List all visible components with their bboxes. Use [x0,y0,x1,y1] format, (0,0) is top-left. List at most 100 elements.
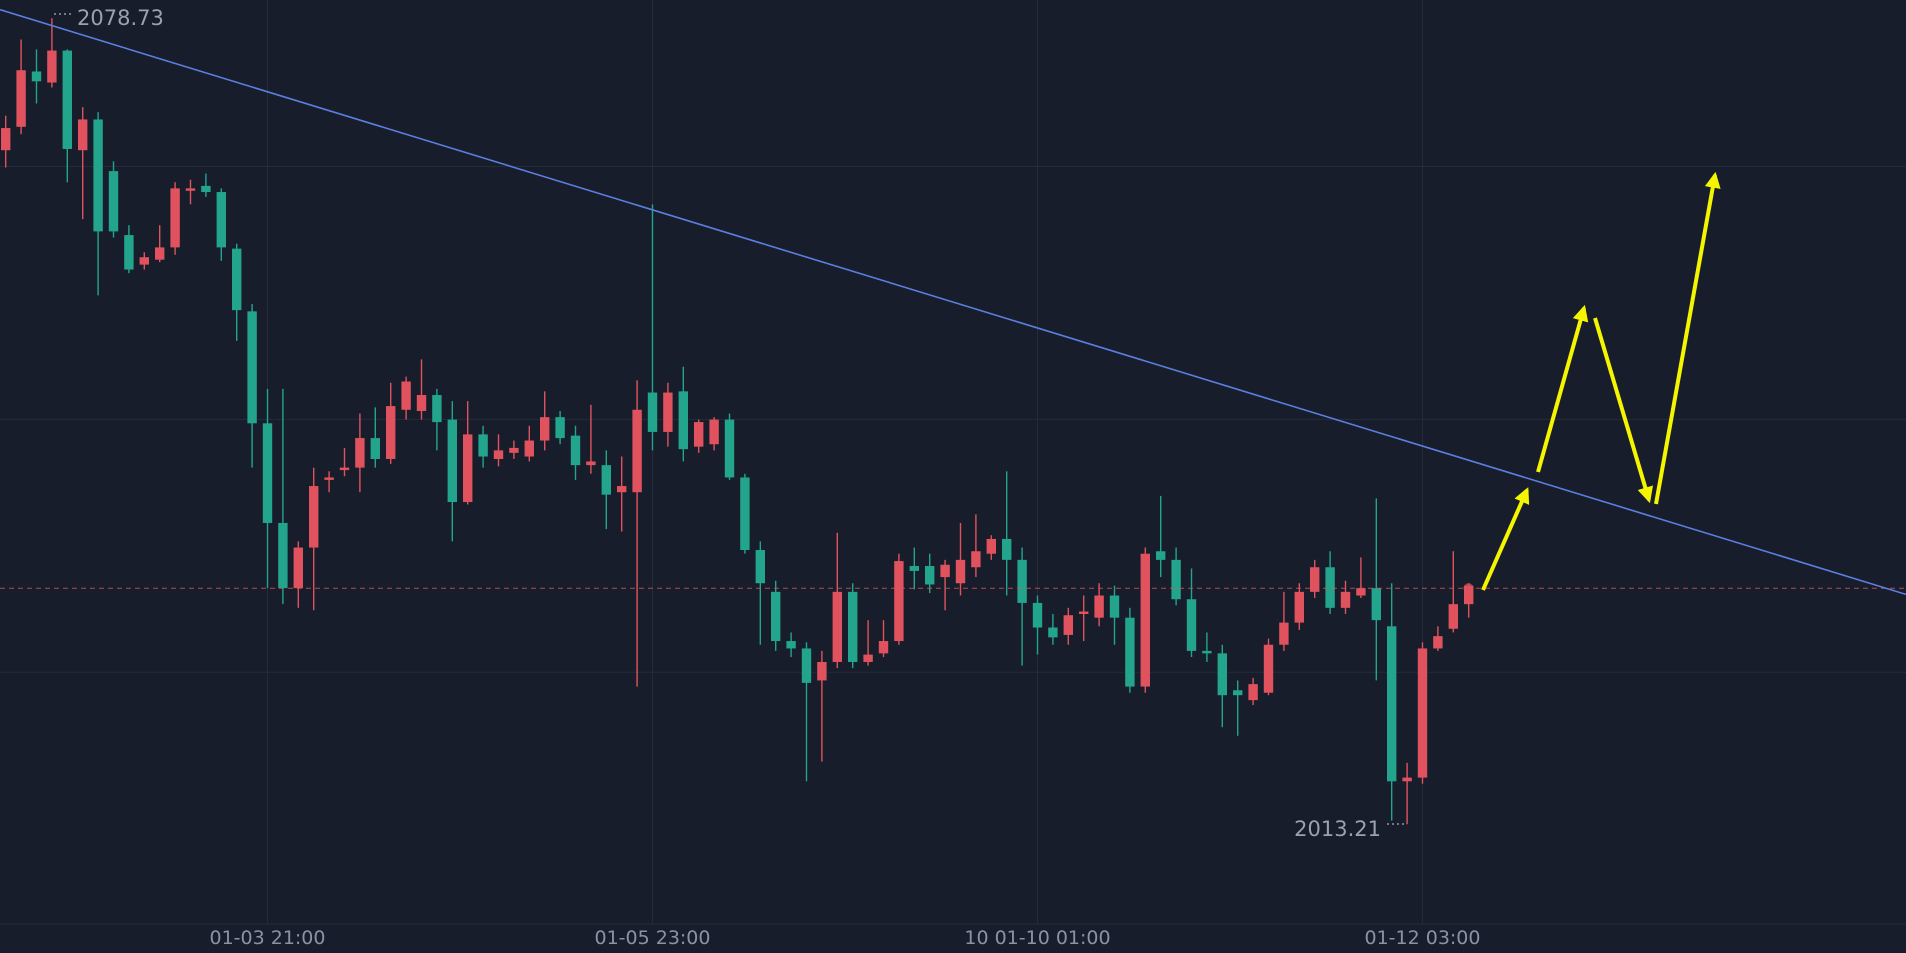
max-label: 2078.73 [77,6,164,30]
candle-body [293,547,303,589]
candle-body [1156,551,1166,560]
x-tick-label: 01-05 23:00 [594,927,710,949]
candle-body [709,419,719,445]
candle-body [1125,617,1135,687]
trend-line [0,8,1906,596]
candle-body [524,440,534,457]
candle-body [1094,595,1104,618]
candle-body [1417,648,1428,778]
min-label: 2013.21 [1294,817,1381,841]
arrows [1481,171,1721,591]
candle-body [401,381,411,410]
candle-body [694,422,704,447]
candle-body [1387,626,1397,782]
candle-body [93,119,103,232]
candle-body [1063,615,1073,635]
candle-body [1371,588,1381,621]
candle-body [1279,622,1289,645]
candle-body [1263,644,1274,693]
candle-body [370,438,380,459]
candle-body [493,450,504,459]
candle-body [1002,538,1012,560]
candle-body [1340,591,1351,608]
candle-body [632,409,642,493]
candle-body [909,566,919,571]
candle-body [540,417,550,441]
arrow [1654,171,1721,505]
candle-body [971,551,981,568]
candle-body [755,550,765,584]
candle-body [262,423,273,523]
candle-body [108,171,119,232]
candle-body [1248,684,1258,701]
candle-body [509,447,519,453]
price-dot [1463,583,1474,594]
candle-body [185,188,196,191]
candle-body [47,50,57,83]
candle-body [1402,777,1412,782]
candle-body [1017,559,1027,603]
candle-body [1140,553,1150,687]
candle-body [1433,636,1443,649]
candle-body [416,395,427,412]
candle-body [771,591,781,642]
candle-body [201,185,211,193]
candle-body [324,477,334,480]
x-tick-label: 01-03 21:00 [209,927,325,949]
candle-body [955,559,966,584]
candle-body [848,591,858,662]
h-grid [0,166,1906,925]
candle-body [863,654,873,662]
candle-body [478,434,488,457]
candle-body [432,395,442,423]
candle-body [447,419,457,503]
candle-body [1217,653,1227,696]
candle-body [1448,604,1458,629]
candle-body [925,566,935,585]
candle-body [386,406,396,459]
arrow [1536,304,1589,473]
candle-body [232,248,242,311]
candle-body [339,467,350,471]
candle-body [1310,567,1320,592]
candle-body [1171,559,1181,600]
candle-body [309,486,319,548]
candle-body [647,392,658,432]
candle-body [278,522,288,589]
candle-body [601,465,611,495]
candle-body [139,257,149,265]
candle-body [1,128,11,151]
candle-body [216,192,226,248]
candles [1,18,1474,825]
arrow [1481,487,1530,591]
candle-body [678,391,688,450]
arrow [1593,317,1654,504]
candle-body [1233,690,1243,696]
candle-body [1294,591,1304,623]
candle-body [1109,595,1120,618]
candle-body [1202,650,1212,654]
candle-body [832,591,842,662]
candle-body [801,648,812,683]
x-tick-label: 10 01-10 01:00 [964,927,1110,949]
candle-body [724,419,735,478]
candle-body [355,438,365,468]
x-axis: 01-03 21:00 01-05 23:00 10 01-10 01:00 01-1… [209,927,1480,949]
candle-body [1032,602,1043,628]
candle-body [663,392,673,432]
candle-body [986,538,996,554]
candle-body [62,50,72,149]
candle-body [247,311,257,424]
candle-body [170,188,180,248]
candle-body [1464,585,1474,605]
candle-body [786,641,796,649]
candle-body [1325,567,1335,608]
candle-body [617,486,627,493]
candle-body [570,435,581,466]
candle-body [124,235,134,270]
candle-body [940,564,950,578]
candle-body [740,477,750,551]
